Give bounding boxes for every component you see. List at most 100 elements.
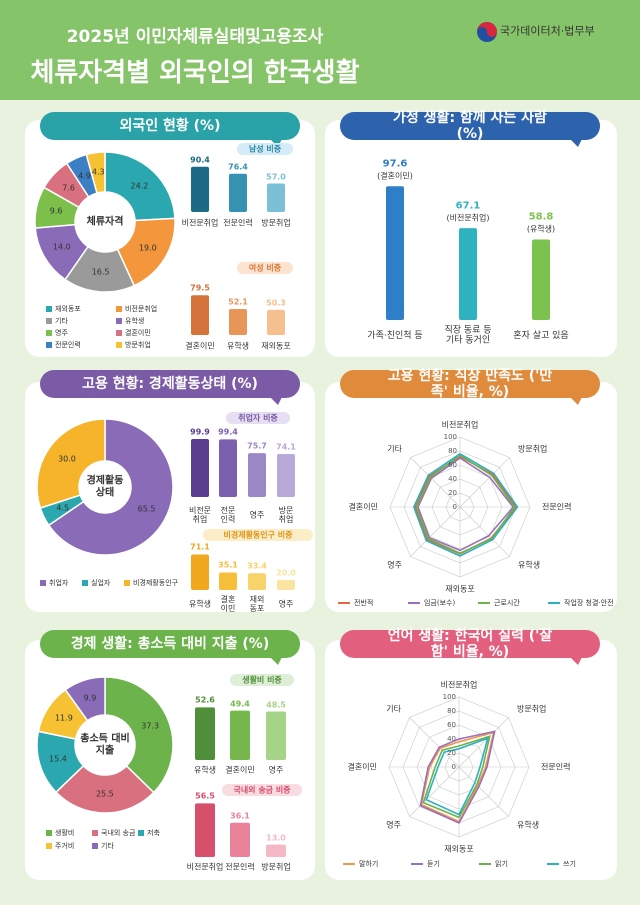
value-label: 90.4 <box>190 155 210 165</box>
legend-swatch <box>46 306 52 312</box>
chart-title: 경제 생활: 총소득 대비 지출 (%) <box>70 635 270 652</box>
chart-title: 언어 생활: 한국어 실력 ('잘함' 비율, %) <box>387 627 553 660</box>
value-label: 97.6 <box>382 158 408 170</box>
x-tick-label: 방문취업 <box>261 218 291 228</box>
title-banner <box>40 370 300 398</box>
chart-title: 외국인 현황 (%) <box>119 117 221 134</box>
x-tick-label: 결혼이민 <box>185 341 215 351</box>
bar <box>191 166 209 212</box>
legend-swatch <box>116 318 122 324</box>
slice-label: 4.5 <box>56 503 70 513</box>
bar <box>277 580 295 590</box>
subtitle-pill <box>226 412 290 424</box>
bar <box>219 439 237 497</box>
donut-slice <box>85 151 106 195</box>
legend-label: 읽기 <box>495 859 508 868</box>
subtitle-pill <box>203 529 313 541</box>
bar <box>229 308 247 335</box>
axis-label: 영주 <box>386 820 402 830</box>
donut-hole <box>80 462 130 512</box>
slice-label: 19.0 <box>138 243 157 253</box>
legend-label: 임금(보수) <box>424 598 456 607</box>
legend-label: 듣기 <box>427 859 440 868</box>
annotation: (비전문취업) <box>446 213 490 223</box>
x-tick-label: 유학생 <box>188 599 212 609</box>
legend-label: 작업장 청결·안전 <box>564 598 614 607</box>
slice-label: 9.9 <box>83 693 97 703</box>
legend-swatch <box>82 580 88 586</box>
slice-label: 4.3 <box>91 167 105 177</box>
value-label: 13.0 <box>266 833 286 843</box>
slice-label: 7.6 <box>62 183 75 193</box>
legend-label: 기타 <box>55 316 68 325</box>
slice-label: 37.3 <box>141 721 160 731</box>
x-tick-label: 영주 <box>278 599 294 609</box>
r-tick-label: 0 <box>452 502 457 511</box>
bar <box>229 173 247 212</box>
bar <box>266 711 286 760</box>
title-banner <box>40 112 300 140</box>
legend-label: 말하기 <box>359 859 379 868</box>
value-label: 20.0 <box>276 568 296 578</box>
spoke <box>409 766 460 817</box>
legend-label: 실업자 <box>91 578 111 587</box>
legend-swatch <box>124 580 130 586</box>
series-line <box>419 730 496 825</box>
axis-label: 비전문취업 <box>441 420 479 430</box>
legend-label: 쓰기 <box>563 859 576 868</box>
axis-label: 유학생 <box>516 820 540 830</box>
x-tick-label: 전문 인력 <box>220 505 236 524</box>
axis-label: 전문인력 <box>542 502 572 512</box>
bar <box>277 454 295 497</box>
bar <box>191 295 209 335</box>
x-tick-label: 직장 동료 등 기타 동거인 <box>444 325 492 346</box>
legend-label: 생활비 <box>55 828 75 837</box>
bar <box>191 439 209 497</box>
slice-label: 14.0 <box>52 242 71 252</box>
axis-label: 결혼이민 <box>348 502 378 512</box>
legend-label: 비전문취업 <box>125 304 158 313</box>
r-tick-label: 60 <box>448 460 457 469</box>
chart-subtitle: 생활비 비중 <box>242 675 282 685</box>
center-label: 체류자격 <box>86 216 124 228</box>
donut-slice <box>64 676 106 722</box>
x-tick-label: 비전문취업 <box>186 862 224 872</box>
legend-label: 전문인력 <box>55 340 81 349</box>
bar <box>195 803 215 857</box>
banner-tail <box>570 139 582 147</box>
header-band <box>0 0 640 100</box>
axis-label: 유학생 <box>517 560 541 570</box>
value-label: 52.6 <box>195 695 215 705</box>
slice-label: 30.0 <box>58 454 76 464</box>
r-tick-label: 60 <box>447 720 456 729</box>
donut-slice <box>104 676 174 794</box>
bar <box>191 554 209 590</box>
value-label: 71.1 <box>190 542 210 552</box>
source: 국가데이터처·법무부 <box>500 24 595 38</box>
legend-label: 재외동포 <box>55 304 81 313</box>
axis-label: 방문취업 <box>516 704 547 714</box>
legend-label: 취업자 <box>49 578 69 587</box>
legend-swatch <box>46 843 52 849</box>
bar <box>267 309 285 335</box>
legend-swatch <box>116 342 122 348</box>
spoke <box>410 457 461 508</box>
bar <box>459 228 477 320</box>
panel <box>325 382 617 612</box>
value-label: 52.1 <box>228 297 248 307</box>
banner-tail <box>270 657 282 665</box>
value-label: 49.4 <box>230 699 250 708</box>
value-label: 99.9 <box>190 427 210 437</box>
x-tick-label: 유학생 <box>226 341 250 351</box>
r-tick-label: 0 <box>451 762 456 771</box>
title: 체류자격별 외국인의 한국생활 <box>30 58 360 89</box>
donut-slice <box>36 418 106 509</box>
axis-label: 전문인력 <box>541 762 571 772</box>
legend-label: 결혼이민 <box>125 328 151 337</box>
x-tick-label: 가족·친인척 등 <box>367 330 423 341</box>
r-tick-label: 80 <box>447 706 456 715</box>
legend-swatch <box>92 830 98 836</box>
value-label: 99.4 <box>218 427 238 437</box>
